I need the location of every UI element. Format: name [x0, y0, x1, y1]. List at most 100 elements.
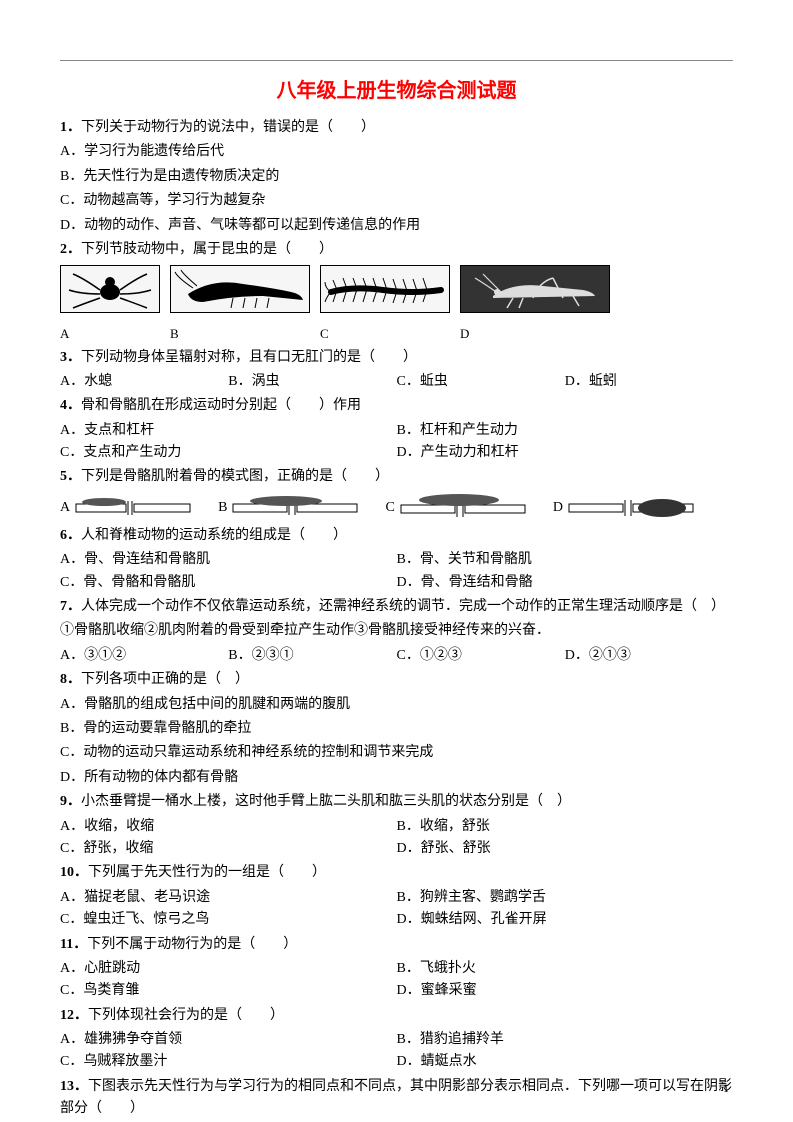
q2-img-A: A	[60, 265, 160, 344]
stem: 下列动物身体呈辐射对称，且有口无肛门的是（ ）	[81, 350, 417, 365]
optB: B．②③①	[228, 645, 396, 667]
optD: D．蜜蜂采蜜	[397, 980, 734, 1002]
optD: D．蚯蚓	[565, 371, 733, 393]
question-10: 10．下列属于先天性行为的一组是（ ）	[60, 862, 733, 884]
optB: B．猎豹追捕羚羊	[397, 1029, 734, 1051]
bone-diagram-c-icon	[399, 493, 529, 523]
q6-opts: A．骨、骨连结和骨骼肌 B．骨、关节和骨骼肌 C．骨、骨骼和骨骼肌 D．骨、骨连…	[60, 549, 733, 594]
grasshopper-icon	[463, 268, 607, 310]
q1-optB: B．先天性行为是由遗传物质决定的	[60, 166, 733, 188]
q4-opts: A．支点和杠杆 B．杠杆和产生动力 C．支点和产生动力 D．产生动力和杠杆	[60, 420, 733, 465]
q9-opts: A．收缩，收缩 B．收缩，舒张 C．舒张，收缩 D．舒张、舒张	[60, 816, 733, 861]
question-13: 13．下图表示先天性行为与学习行为的相同点和不同点，其中阴影部分表示相同点．下列…	[60, 1076, 733, 1121]
centipede-icon	[323, 268, 447, 310]
optD: D．舒张、舒张	[397, 838, 734, 860]
stem: 下列是骨骼肌附着骨的模式图，正确的是（ ）	[81, 469, 389, 484]
qnum: 2．	[60, 242, 81, 257]
stem: 下列节肢动物中，属于昆虫的是（ ）	[81, 242, 333, 257]
optC: C．①②③	[397, 645, 565, 667]
optC: C．蝗虫迁飞、惊弓之鸟	[60, 909, 397, 931]
optA: A．收缩，收缩	[60, 816, 397, 838]
page-number: 1	[723, 1079, 729, 1098]
optC: C．支点和产生动力	[60, 442, 397, 464]
question-7: 7．人体完成一个动作不仅依靠运动系统，还需神经系统的调节．完成一个动作的正常生理…	[60, 596, 733, 618]
q1-optD: D．动物的动作、声音、气味等都可以起到传递信息的作用	[60, 215, 733, 237]
question-1: 1．下列关于动物行为的说法中，错误的是（ ）	[60, 117, 733, 139]
qnum: 13．	[60, 1079, 88, 1094]
stem: 下列体现社会行为的是（ ）	[88, 1008, 284, 1023]
q7-opts: A．③①② B．②③① C．①②③ D．②①③	[60, 645, 733, 667]
q8-optC: C．动物的运动只靠运动系统和神经系统的控制和调节来完成	[60, 742, 733, 764]
q1-optA: A．学习行为能遗传给后代	[60, 141, 733, 163]
optD: D．产生动力和杠杆	[397, 442, 734, 464]
page: 八年级上册生物综合测试题 1．下列关于动物行为的说法中，错误的是（ ） A．学习…	[0, 0, 793, 1122]
page-title: 八年级上册生物综合测试题	[60, 75, 733, 107]
q2-img-B: B	[170, 265, 310, 344]
question-9: 9．小杰垂臂提一桶水上楼，这时他手臂上肱二头肌和肱三头肌的状态分别是（ ）	[60, 791, 733, 813]
optB: B．飞蛾扑火	[397, 958, 734, 980]
question-2: 2．下列节肢动物中，属于昆虫的是（ ）	[60, 239, 733, 261]
question-6: 6．人和脊椎动物的运动系统的组成是（ ）	[60, 525, 733, 547]
optC: C．舒张，收缩	[60, 838, 397, 860]
stem: 骨和骨骼肌在形成运动时分别起（ ）作用	[81, 398, 361, 413]
qnum: 6．	[60, 528, 81, 543]
stem: 人和脊椎动物的运动系统的组成是（ ）	[81, 528, 347, 543]
question-4: 4．骨和骨骼肌在形成运动时分别起（ ）作用	[60, 395, 733, 417]
bone-diagram-b-icon	[231, 495, 361, 521]
label: C	[385, 497, 394, 519]
stem: 小杰垂臂提一桶水上楼，这时他手臂上肱二头肌和肱三头肌的状态分别是（ ）	[81, 794, 571, 809]
optC: C．鸟类育雏	[60, 980, 397, 1002]
q5-img-B: B	[218, 495, 361, 521]
q10-opts: A．猫捉老鼠、老马识途 B．狗辨主客、鹦鹉学舌 C．蝗虫迁飞、惊弓之鸟 D．蜘蛛…	[60, 887, 733, 932]
optB: B．杠杆和产生动力	[397, 420, 734, 442]
optB: B．收缩，舒张	[397, 816, 734, 838]
bone-diagram-a-icon	[74, 495, 194, 521]
label: D	[553, 497, 563, 519]
stem: 下列属于先天性行为的一组是（ ）	[88, 865, 326, 880]
q8-optD: D．所有动物的体内都有骨骼	[60, 767, 733, 789]
q5-img-D: D	[553, 493, 697, 523]
qnum: 12．	[60, 1008, 88, 1023]
question-11: 11．下列不属于动物行为的是（ ）	[60, 934, 733, 956]
optA: A．猫捉老鼠、老马识途	[60, 887, 397, 909]
label: A	[60, 324, 160, 345]
stem: 下列关于动物行为的说法中，错误的是（ ）	[81, 120, 375, 135]
stem: 下列不属于动物行为的是（ ）	[87, 937, 297, 952]
optC: C．乌贼释放墨汁	[60, 1051, 397, 1073]
optA: A．心脏跳动	[60, 958, 397, 980]
label: B	[218, 497, 227, 519]
optA: A．骨、骨连结和骨骼肌	[60, 549, 397, 571]
label: C	[320, 324, 450, 345]
q11-opts: A．心脏跳动 B．飞蛾扑火 C．鸟类育雏 D．蜜蜂采蜜	[60, 958, 733, 1003]
q8-optA: A．骨骼肌的组成包括中间的肌腱和两端的腹肌	[60, 694, 733, 716]
optD: D．骨、骨连结和骨骼	[397, 572, 734, 594]
q5-img-A: A	[60, 495, 194, 521]
qnum: 1．	[60, 120, 81, 135]
q5-images: A B C	[60, 493, 733, 523]
q12-opts: A．雄狒狒争夺首领 B．猎豹追捕羚羊 C．乌贼释放墨汁 D．蜻蜓点水	[60, 1029, 733, 1074]
optA: A．水螅	[60, 371, 228, 393]
stem: 下列各项中正确的是（ ）	[81, 672, 249, 687]
stem: 人体完成一个动作不仅依靠运动系统，还需神经系统的调节．完成一个动作的正常生理活动…	[81, 599, 725, 614]
label: A	[60, 497, 70, 519]
qnum: 7．	[60, 599, 81, 614]
qnum: 3．	[60, 350, 81, 365]
optA: A．支点和杠杆	[60, 420, 397, 442]
optB: B．涡虫	[228, 371, 396, 393]
optD: D．蜘蛛结网、孔雀开屏	[397, 909, 734, 931]
label: D	[460, 324, 610, 345]
optC: C．骨、骨骼和骨骼肌	[60, 572, 397, 594]
q8-optB: B．骨的运动要靠骨骼肌的牵拉	[60, 718, 733, 740]
optC: C．蚯虫	[397, 371, 565, 393]
bone-diagram-d-icon	[567, 493, 697, 523]
q2-images: A B	[60, 265, 733, 344]
q3-opts: A．水螅 B．涡虫 C．蚯虫 D．蚯蚓	[60, 371, 733, 393]
optA: A．③①②	[60, 645, 228, 667]
stem: 下图表示先天性行为与学习行为的相同点和不同点，其中阴影部分表示相同点．下列哪一项…	[60, 1079, 732, 1116]
qnum: 8．	[60, 672, 81, 687]
question-8: 8．下列各项中正确的是（ ）	[60, 669, 733, 691]
optA: A．雄狒狒争夺首领	[60, 1029, 397, 1051]
question-3: 3．下列动物身体呈辐射对称，且有口无肛门的是（ ）	[60, 347, 733, 369]
spider-icon	[63, 268, 157, 310]
q2-img-D: D	[460, 265, 610, 344]
